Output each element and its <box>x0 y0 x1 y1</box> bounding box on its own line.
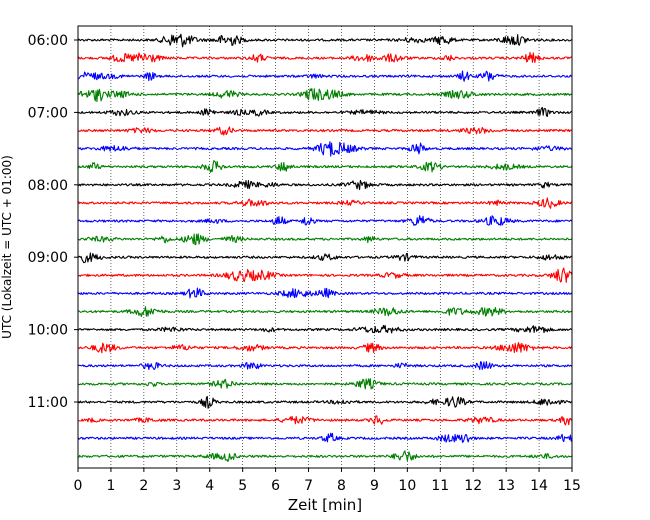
x-tick-label: 4 <box>205 478 214 494</box>
y-tick-label: 06:00 <box>28 33 68 49</box>
seismic-trace <box>77 252 573 264</box>
x-axis-label: Zeit [min] <box>288 496 362 514</box>
x-tick-label: 9 <box>370 478 379 494</box>
seismic-trace <box>77 160 573 173</box>
seismic-trace <box>77 33 573 48</box>
seismic-trace <box>77 287 573 299</box>
y-tick-label: 07:00 <box>28 105 68 121</box>
x-tick-label: 6 <box>271 478 280 494</box>
x-tick-label: 5 <box>238 478 247 494</box>
x-tick-label: 8 <box>337 478 346 494</box>
plot-frame <box>77 25 573 469</box>
x-tick-label: 12 <box>464 478 482 494</box>
x-tick-label: 15 <box>563 478 581 494</box>
seismic-trace <box>77 342 573 354</box>
y-axis-ticks: 06:00 07:00 08:00 09:00 10:00 11:00 <box>28 33 78 411</box>
seismic-trace <box>77 395 573 409</box>
seismic-trace <box>77 415 573 426</box>
seismic-trace <box>77 432 573 443</box>
seismic-trace <box>77 361 573 371</box>
seismic-trace <box>77 141 573 157</box>
seismic-trace <box>77 233 573 246</box>
seismic-trace <box>77 306 573 318</box>
seismic-trace <box>77 324 573 334</box>
y-tick-label: 10:00 <box>28 323 68 339</box>
x-tick-label: 0 <box>74 478 83 494</box>
seismic-trace <box>77 51 573 63</box>
x-tick-label: 1 <box>106 478 115 494</box>
seismic-traces <box>77 33 573 462</box>
x-tick-label: 14 <box>530 478 548 494</box>
seismic-trace <box>77 378 573 390</box>
seismic-trace <box>77 215 573 226</box>
seismic-trace <box>77 126 573 136</box>
seismic-trace <box>77 107 573 118</box>
y-tick-label: 09:00 <box>28 250 68 266</box>
y-tick-label: 11:00 <box>28 395 68 411</box>
seismic-trace <box>77 88 573 103</box>
seismic-trace <box>77 70 573 82</box>
seismic-trace <box>77 179 573 191</box>
x-tick-label: 2 <box>139 478 148 494</box>
x-tick-label: 13 <box>497 478 515 494</box>
x-tick-label: 11 <box>431 478 449 494</box>
seismic-trace <box>77 450 573 462</box>
x-tick-label: 7 <box>304 478 313 494</box>
seismic-trace <box>77 267 573 283</box>
x-tick-label: 10 <box>398 478 416 494</box>
x-axis-ticks: 0 1 2 3 4 5 6 7 8 9 10 11 12 13 14 15 <box>74 468 581 494</box>
y-axis-label: UTC (Lokalzeit = UTC + 01:00) <box>0 155 14 339</box>
y-tick-label: 08:00 <box>28 178 68 194</box>
seismic-trace <box>77 197 573 209</box>
x-tick-label: 3 <box>172 478 181 494</box>
